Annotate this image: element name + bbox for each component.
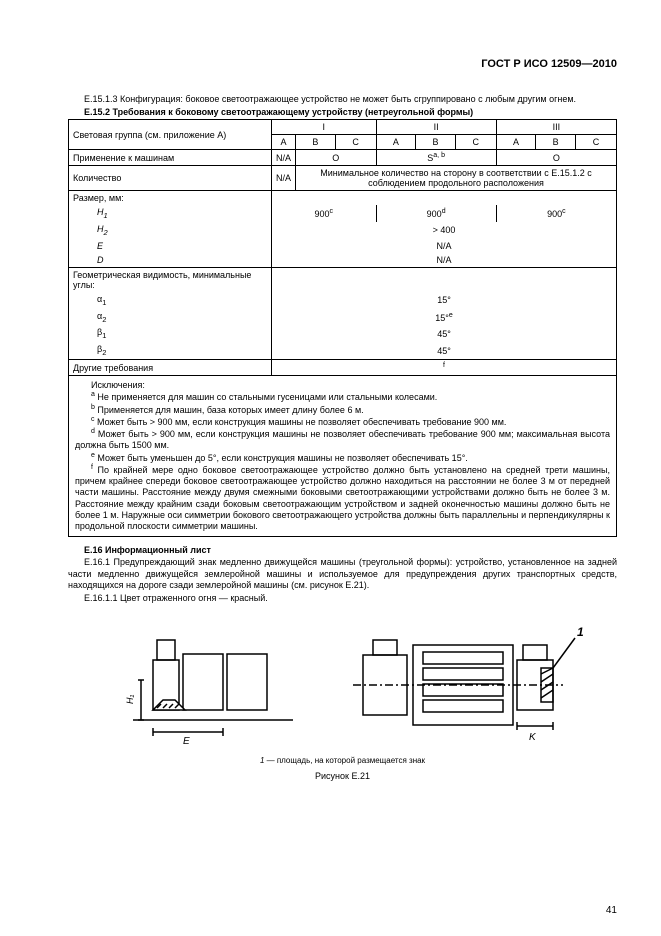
app-na: N/A: [272, 150, 296, 166]
h1-v3: 900c: [496, 205, 616, 222]
na-t: Не применяется для машин со стальными гу…: [95, 392, 437, 402]
sub-b: B: [296, 135, 336, 150]
beta2-val: 45°: [272, 342, 617, 359]
a2v: 15°: [435, 313, 449, 323]
note-b: b Применяется для машин, база которых им…: [75, 404, 610, 416]
sub-b: B: [416, 135, 456, 150]
marker-1: 1: [577, 625, 584, 639]
alpha1-label: α1: [69, 292, 272, 309]
row-other-label: Другие требования: [69, 360, 272, 376]
group-3: III: [496, 120, 616, 135]
group-1: I: [272, 120, 377, 135]
other-val: f: [272, 360, 617, 376]
beta1-label: β1: [69, 325, 272, 342]
note-f: f По крайней мере одно боковое светоотра…: [75, 464, 610, 533]
nb-t: Применяется для машин, база которых имее…: [95, 405, 364, 415]
h1v2s: d: [442, 208, 446, 215]
notes-intro: Исключения:: [75, 380, 610, 391]
row-geom-label: Геометрическая видимость, минимальные уг…: [69, 267, 272, 292]
beta2-label: β2: [69, 342, 272, 359]
nf-t: По крайней мере одно боковое светоотража…: [75, 465, 610, 531]
note-d: d Может быть > 900 мм, если конструкция …: [75, 428, 610, 452]
paragraph-e15-1-3: Е.15.1.3 Конфигурация: боковое светоотра…: [68, 94, 617, 105]
dim-h1: H₁: [125, 695, 135, 704]
standard-code-header: ГОСТ Р ИСО 12509—2010: [68, 58, 617, 70]
e16-p2: Е.16.1.1 Цвет отраженного огня — красный…: [68, 593, 617, 604]
geom-empty: [272, 267, 617, 292]
sub-c: C: [455, 135, 496, 150]
row-quantity-label: Количество: [69, 166, 272, 191]
h1v3: 900: [547, 209, 562, 219]
beta1-val: 45°: [272, 325, 617, 342]
app-s: Sa, b: [376, 150, 496, 166]
sub-a: A: [376, 135, 416, 150]
requirements-table: Световая группа (см. приложение А) I II …: [68, 119, 617, 376]
h1-s: 1: [104, 211, 108, 220]
dim-e: E: [183, 736, 190, 747]
table-title: Е.15.2 Требования к боковому светоотража…: [84, 107, 617, 117]
figure-note: 1 — площадь, на которой размещается знак: [68, 756, 617, 765]
row-lightgroup-label: Световая группа (см. приложение А): [69, 120, 272, 150]
row-size-label: Размер, мм:: [69, 191, 272, 206]
size-empty: [272, 191, 617, 206]
row-application-label: Применение к машинам: [69, 150, 272, 166]
para-text: Конфигурация: боковое светоотражающее ус…: [118, 94, 577, 104]
para-num: Е.15.1.3: [84, 94, 118, 104]
h1v1s: c: [330, 208, 334, 215]
figure-e21: H₁ E: [68, 610, 617, 781]
nd-t: Может быть > 900 мм, если конструкция ма…: [75, 429, 610, 450]
h1-v1: 900c: [272, 205, 377, 222]
sub-a: A: [272, 135, 296, 150]
a2s: 2: [102, 314, 106, 323]
alpha2-val: 15°e: [272, 309, 617, 326]
machine-diagram-icon: H₁ E: [93, 610, 593, 750]
d-val: N/A: [272, 253, 617, 268]
figure-caption: Рисунок Е.21: [68, 771, 617, 781]
note-e: e Может быть уменьшен до 5°, если констр…: [75, 452, 610, 464]
h2-s: 2: [104, 228, 108, 237]
h2-val: > 400: [272, 222, 617, 239]
size-d-label: D: [69, 253, 272, 268]
h1v3s: c: [562, 208, 566, 215]
h1-v2: 900d: [376, 205, 496, 222]
sub-c: C: [575, 135, 616, 150]
b1s: 1: [102, 331, 106, 340]
page-number: 41: [606, 905, 617, 916]
e-val: N/A: [272, 239, 617, 253]
qty-na: N/A: [272, 166, 296, 191]
h1v2: 900: [427, 209, 442, 219]
nc-t: Может быть > 900 мм, если конструкция ма…: [95, 417, 507, 427]
sub-a: A: [496, 135, 536, 150]
alpha1-val: 15°: [272, 292, 617, 309]
other-sup: f: [443, 362, 445, 369]
qty-text: Минимальное количество на сторону в соот…: [296, 166, 617, 191]
section-e16-title: Е.16 Информационный лист: [84, 545, 617, 555]
app-o2: O: [496, 150, 616, 166]
size-h2-label: H2: [69, 222, 272, 239]
group-2: II: [376, 120, 496, 135]
app-s-sup: a, b: [433, 152, 445, 159]
fig-note-text: — площадь, на которой размещается знак: [264, 756, 425, 765]
note-a: a Не применяется для машин со стальными …: [75, 391, 610, 403]
table-notes: Исключения: a Не применяется для машин с…: [68, 376, 617, 537]
a2sup: e: [449, 312, 453, 319]
size-h1-label: H1: [69, 205, 272, 222]
note-c: c Может быть > 900 мм, если конструкция …: [75, 416, 610, 428]
a1s: 1: [102, 298, 106, 307]
sub-c: C: [335, 135, 376, 150]
e16-p1: Е.16.1 Предупреждающий знак медленно дви…: [68, 557, 617, 591]
size-e-label: E: [69, 239, 272, 253]
sub-b: B: [536, 135, 576, 150]
h1v1: 900: [315, 209, 330, 219]
b2s: 2: [102, 348, 106, 357]
app-o1: O: [296, 150, 377, 166]
dim-k: K: [529, 732, 537, 743]
page: ГОСТ Р ИСО 12509—2010 Е.15.1.3 Конфигура…: [0, 0, 661, 936]
ne-t: Может быть уменьшен до 5°, если конструк…: [95, 453, 468, 463]
alpha2-label: α2: [69, 309, 272, 326]
